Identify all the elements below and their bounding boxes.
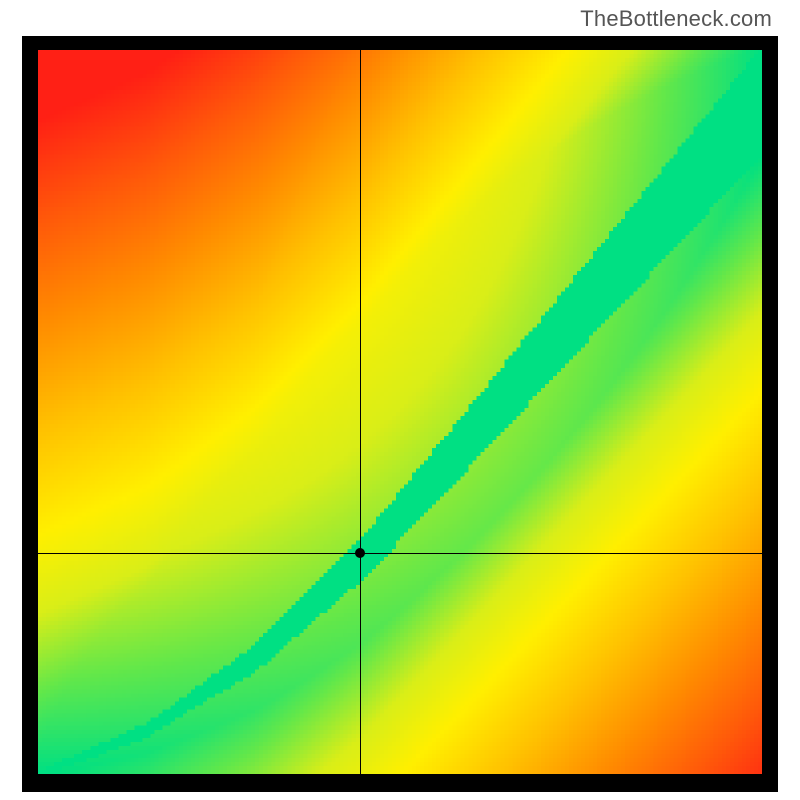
crosshair-horizontal <box>38 553 762 554</box>
marker-dot <box>355 548 365 558</box>
crosshair-vertical <box>360 50 361 774</box>
heatmap-canvas <box>38 50 762 774</box>
plot-area <box>38 50 762 774</box>
plot-border <box>22 36 778 792</box>
chart-container: TheBottleneck.com <box>0 0 800 800</box>
watermark-text: TheBottleneck.com <box>580 6 772 32</box>
